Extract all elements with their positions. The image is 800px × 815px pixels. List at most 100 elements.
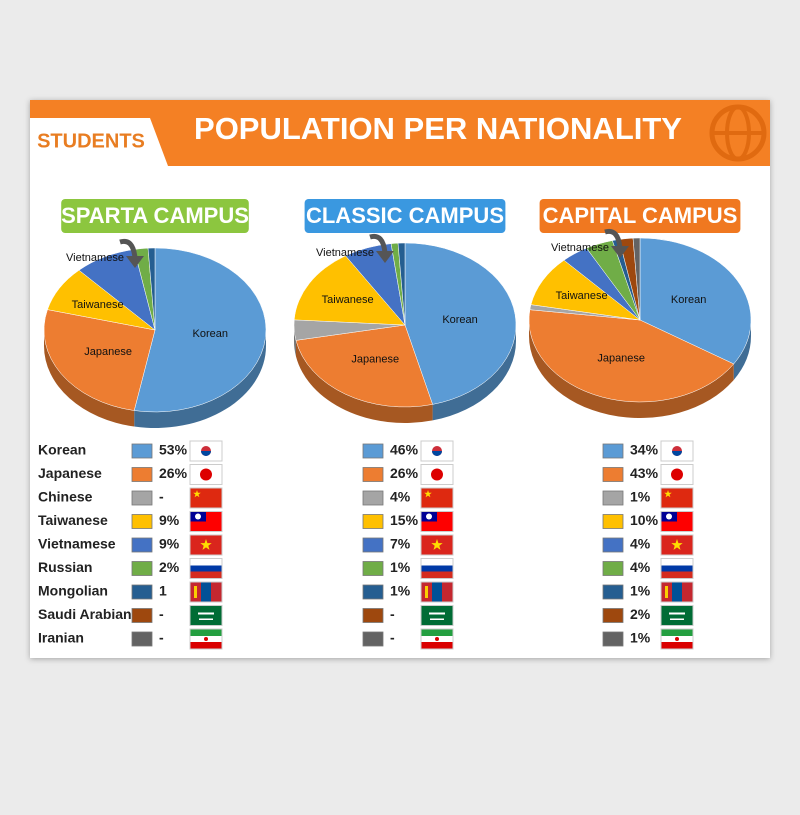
pie-slice: [397, 242, 406, 326]
legend-swatch: [131, 631, 153, 647]
flag-part: [425, 586, 428, 598]
callout-arrow-head: [126, 256, 144, 268]
legend-swatch: [602, 608, 624, 623]
slice-label: Taiwanese: [556, 290, 608, 302]
flag-part: [421, 571, 453, 579]
flag-border: [660, 464, 694, 485]
flag-part: [190, 642, 222, 649]
legend-swatch: [602, 490, 624, 506]
legend-value: 4%: [630, 536, 651, 552]
flag-part: [672, 582, 682, 602]
flag: [660, 511, 694, 532]
flag-part: [421, 642, 453, 649]
callout-arrow: [604, 228, 623, 249]
flag-part: [661, 571, 693, 579]
flag-part: [421, 605, 453, 626]
pie-slice: [295, 324, 433, 408]
flag-part: [190, 571, 222, 579]
flag-border: [420, 440, 454, 462]
flag-part: [664, 490, 672, 498]
flag: [189, 487, 223, 509]
legend-swatch: [362, 584, 384, 600]
legend-value: 1%: [390, 583, 411, 599]
flag: [420, 534, 454, 556]
chart-title: SPARTA CAMPUS: [61, 203, 249, 228]
flag-part: [675, 637, 679, 641]
slice-label: Japanese: [351, 354, 399, 366]
flag-part: [193, 490, 201, 498]
legend-swatch: [362, 561, 384, 576]
flag-border: [660, 558, 694, 579]
flag-border: [189, 605, 223, 626]
pie-side: [432, 325, 516, 421]
legend-swatch: [362, 537, 384, 553]
flag-part: [661, 488, 693, 508]
flag: [420, 464, 454, 485]
flag: [660, 440, 694, 462]
flag-part: [661, 605, 693, 626]
legend-name: Vietnamese: [38, 536, 116, 552]
flag: [660, 581, 694, 603]
flag-part: [421, 629, 453, 636]
legend-swatch: [131, 584, 153, 600]
legend-value: -: [390, 630, 395, 646]
slice-label: Korean: [442, 314, 477, 326]
flag-border: [189, 581, 223, 603]
flag-part: [198, 612, 214, 615]
legend-value: 1%: [630, 489, 651, 505]
flag-part: [661, 629, 693, 636]
legend-swatch: [362, 490, 384, 506]
flag-border: [420, 605, 454, 626]
callout-arrow: [119, 238, 138, 259]
flag-border: [660, 534, 694, 556]
flag-part: [432, 582, 442, 602]
legend-value: 46%: [390, 442, 419, 458]
flag: [660, 534, 694, 556]
legend-name: Korean: [38, 442, 86, 458]
flag-border: [660, 605, 694, 626]
pie-side: [733, 320, 752, 380]
legend-value: 4%: [630, 559, 651, 575]
legend-swatch: [602, 514, 624, 529]
legend-swatch: [602, 561, 624, 576]
legend-value: 1: [159, 583, 167, 599]
legend-swatch: [131, 561, 153, 576]
callout-arrow-head: [611, 246, 629, 258]
flag-part: [661, 565, 693, 572]
flag-part: [435, 637, 439, 641]
flag-part: [671, 468, 683, 481]
legend-swatch: [131, 537, 153, 553]
flag-part: [194, 586, 197, 598]
flag: [189, 440, 223, 462]
legend-value: 26%: [390, 465, 419, 481]
flag: [660, 558, 694, 579]
pie-slice: [43, 309, 156, 411]
legend-swatch: [602, 584, 624, 600]
flag-part: [430, 618, 444, 620]
flag-part: [190, 558, 222, 566]
legend-name: Japanese: [38, 465, 102, 481]
flag-border: [660, 581, 694, 603]
flag: [420, 581, 454, 603]
pie-side: [44, 330, 135, 427]
legend-value: -: [390, 606, 395, 622]
flag-part: [672, 451, 682, 456]
flag-border: [189, 558, 223, 579]
legend-swatch: [131, 490, 153, 506]
flag-border: [420, 464, 454, 485]
slice-label: Vietnamese: [551, 242, 609, 254]
flag-part: [201, 582, 211, 602]
legend-value: 2%: [159, 559, 180, 575]
pie-side: [134, 330, 266, 428]
chart-title-box: [304, 199, 506, 233]
slice-label: Japanese: [84, 346, 132, 358]
chart-title-box: [539, 199, 741, 233]
flag: [420, 605, 454, 626]
header-tab: [30, 118, 168, 166]
flag: [189, 534, 223, 556]
flag: [420, 487, 454, 509]
flag-part: [661, 558, 693, 566]
legend-value: 53%: [159, 442, 188, 458]
legend-value: 34%: [630, 442, 659, 458]
